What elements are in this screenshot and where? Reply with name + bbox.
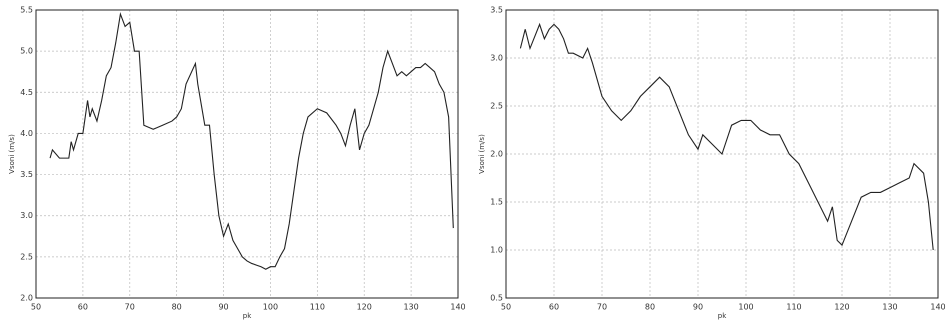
- x-tick-label: 60: [78, 303, 88, 312]
- x-axis-label: pk: [243, 312, 252, 320]
- y-tick-label: 5.5: [20, 6, 33, 15]
- y-tick-label: 0.5: [490, 294, 503, 303]
- x-tick-label: 100: [263, 303, 278, 312]
- y-tick-label: 2.5: [490, 102, 503, 111]
- chart: 50 60 70 80 90 100 110 120 130 140 2.0 2.5 3.0 3.5 4.0…: [8, 6, 466, 321]
- y-tick-label: 3.0: [490, 54, 503, 63]
- x-tick-label: 120: [357, 303, 372, 312]
- y-tick-label: 2.0: [20, 294, 33, 303]
- plot-frame: [505, 9, 939, 299]
- x-tick-label: 70: [597, 303, 607, 312]
- x-tick-label: 140: [450, 303, 465, 312]
- data-line: [49, 12, 454, 270]
- y-tick-label: 2.0: [490, 150, 503, 159]
- x-tick-label: 110: [310, 303, 325, 312]
- x-tick-label: 110: [786, 303, 801, 312]
- x-tick-label: 80: [172, 303, 182, 312]
- y-tick-label: 1.0: [490, 246, 503, 255]
- x-tick-label: 90: [218, 303, 228, 312]
- x-tick-label: 80: [645, 303, 655, 312]
- x-tick-label: 90: [693, 303, 703, 312]
- x-tick-label: 100: [738, 303, 753, 312]
- y-axis-label: Vsoni (m/s): [8, 134, 16, 174]
- y-tick-label: 3.5: [490, 6, 503, 15]
- y-tick-label: 3.0: [20, 211, 33, 220]
- x-tick-label: 50: [31, 303, 41, 312]
- y-axis-label: Vsoni (m/s): [478, 134, 486, 174]
- y-tick-label: 1.5: [490, 198, 503, 207]
- data-line: [519, 22, 934, 251]
- x-tick-label: 130: [403, 303, 418, 312]
- x-tick-label: 120: [834, 303, 849, 312]
- y-tick-label: 3.5: [20, 170, 33, 179]
- x-tick-label: 140: [930, 303, 945, 312]
- x-tick-label: 130: [882, 303, 897, 312]
- y-tick-label: 5.0: [20, 47, 33, 56]
- plot-frame: [35, 9, 459, 299]
- chart: 50 60 70 80 90 100 110 120 130 140 0.5 1.0 1.5 2.0 2.5…: [478, 6, 946, 321]
- x-tick-label: 70: [125, 303, 135, 312]
- x-axis-label: pk: [718, 312, 727, 320]
- x-tick-label: 60: [549, 303, 559, 312]
- y-tick-label: 4.0: [20, 129, 33, 138]
- x-tick-label: 50: [501, 303, 511, 312]
- y-tick-label: 2.5: [20, 252, 33, 261]
- y-tick-label: 4.5: [20, 88, 33, 97]
